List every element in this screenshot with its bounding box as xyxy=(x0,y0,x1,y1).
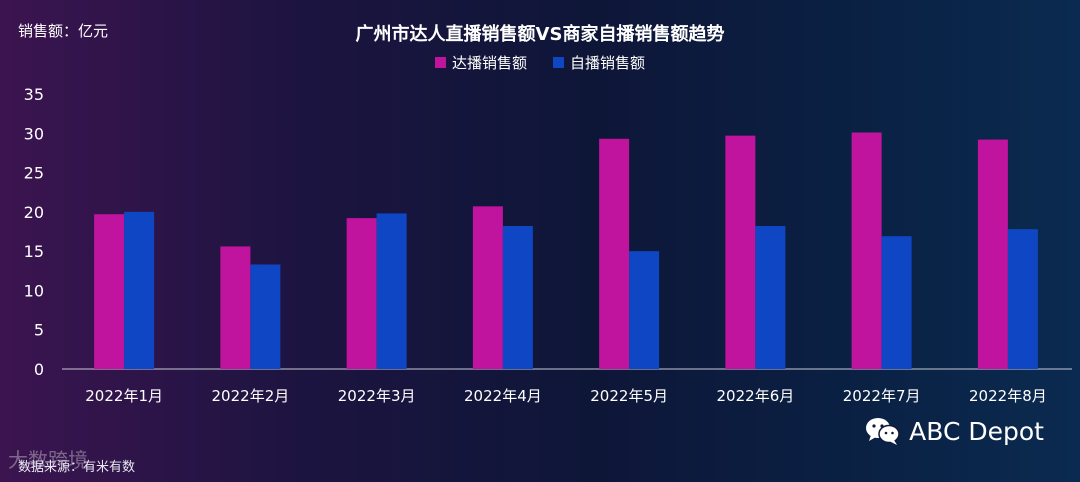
legend: 达播销售额 自播销售额 xyxy=(0,52,1080,73)
wechat-icon xyxy=(866,418,900,445)
legend-item-self-live: 自播销售额 xyxy=(553,52,645,73)
bar-self-live xyxy=(376,213,407,369)
bar-self-live xyxy=(755,226,786,369)
y-tick-label: 30 xyxy=(24,124,44,143)
y-tick-label: 15 xyxy=(24,242,44,261)
legend-item-creator-live: 达播销售额 xyxy=(434,52,527,73)
bar-creator-live xyxy=(599,138,630,369)
bar-self-live xyxy=(1007,229,1038,369)
y-tick-label: 0 xyxy=(34,360,44,379)
bar-creator-live xyxy=(725,135,756,369)
legend-swatch-creator-live xyxy=(434,57,446,68)
legend-label-creator-live: 达播销售额 xyxy=(451,54,527,72)
bar-self-live xyxy=(250,264,281,369)
x-tick-label: 2022年6月 xyxy=(717,387,795,405)
bar-self-live xyxy=(629,251,660,369)
y-tick-label: 25 xyxy=(24,164,44,183)
y-tick-label: 5 xyxy=(34,321,44,340)
data-source-note: 数据来源：有米有数 xyxy=(18,460,136,475)
brand-badge: ABC Depot xyxy=(865,416,1044,446)
x-tick-label: 2022年3月 xyxy=(338,387,416,405)
x-tick-label: 2022年4月 xyxy=(464,387,542,405)
x-tick-label: 2022年2月 xyxy=(212,387,290,405)
legend-label-self-live: 自播销售额 xyxy=(570,54,646,72)
x-tick-label: 2022年8月 xyxy=(969,387,1047,405)
chart-title: 广州市达人直播销售额VS商家自播销售额趋势 xyxy=(355,24,725,45)
bar-creator-live xyxy=(94,214,125,369)
bar-creator-live xyxy=(346,218,377,369)
bar-self-live xyxy=(881,236,912,369)
legend-swatch-self-live xyxy=(553,57,564,68)
y-tick-label: 20 xyxy=(24,203,44,222)
bar-self-live xyxy=(124,211,155,369)
x-tick-label: 2022年1月 xyxy=(85,387,163,405)
watermark: 大数跨境 xyxy=(8,448,88,472)
bar-creator-live xyxy=(220,246,251,369)
y-axis-unit-label: 销售额：亿元 xyxy=(18,22,109,40)
x-tick-label: 2022年5月 xyxy=(590,387,668,405)
bar-self-live xyxy=(502,226,533,369)
brand-name: ABC Depot xyxy=(909,416,1044,446)
bar-creator-live xyxy=(977,139,1008,369)
y-tick-label: 10 xyxy=(24,281,44,300)
x-tick-label: 2022年7月 xyxy=(843,387,921,405)
bar-creator-live xyxy=(851,132,882,369)
y-tick-label: 35 xyxy=(24,85,44,104)
bar-creator-live xyxy=(472,206,503,369)
